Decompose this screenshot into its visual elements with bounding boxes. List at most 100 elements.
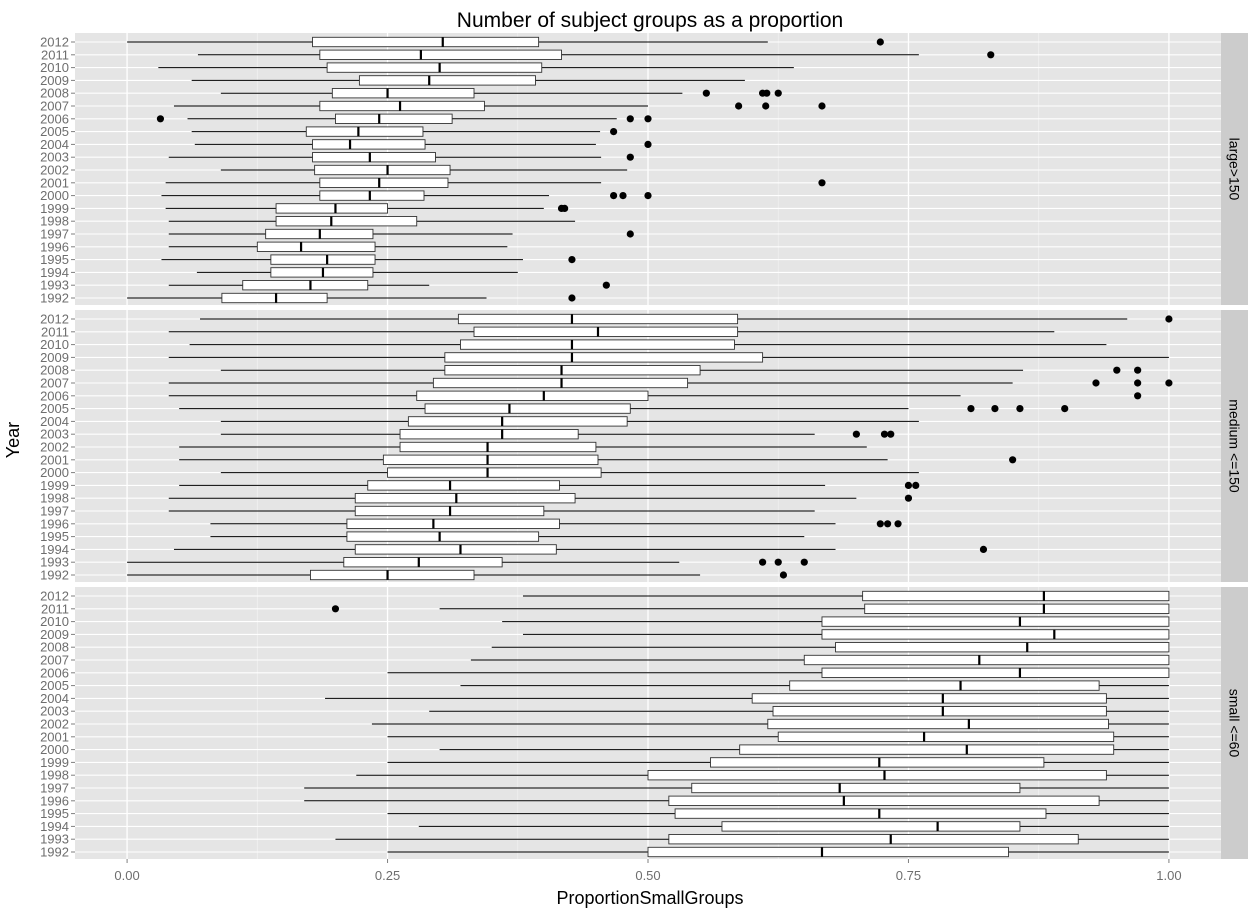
boxplot-1997	[168, 505, 815, 517]
boxplot-1999	[179, 480, 920, 491]
boxplot-1995	[161, 254, 576, 265]
iqr-box	[444, 365, 701, 376]
facet-panel: 2012201120102009200820072006200520042003…	[40, 310, 1248, 583]
x-tick-label: 0.00	[114, 868, 139, 883]
iqr-box	[457, 313, 739, 325]
iqr-box	[473, 326, 739, 337]
iqr-box	[346, 518, 560, 529]
y-tick-label: 1998	[40, 214, 69, 229]
y-tick-label: 2001	[40, 729, 69, 744]
y-tick-label: 2006	[40, 111, 69, 126]
outlier-point	[644, 115, 652, 123]
iqr-box	[691, 782, 1021, 794]
facet-strip	[1221, 587, 1248, 859]
y-tick-label: 2012	[40, 35, 69, 50]
outlier-point	[1165, 315, 1173, 323]
y-tick-label: 1993	[40, 832, 69, 847]
iqr-box	[835, 642, 1170, 653]
iqr-box	[789, 680, 1100, 691]
x-tick-label: 0.75	[896, 868, 921, 883]
iqr-box	[710, 757, 1045, 768]
outlier-point	[894, 520, 902, 528]
iqr-box	[387, 467, 602, 478]
boxplot-2012	[522, 590, 1170, 602]
iqr-box	[721, 821, 1021, 832]
iqr-box	[416, 390, 649, 401]
facet-strip-label: medium <=150	[1227, 399, 1243, 493]
iqr-box	[354, 493, 576, 504]
y-tick-label: 2008	[40, 86, 69, 101]
y-tick-label: 2006	[40, 665, 69, 680]
iqr-box	[424, 403, 631, 414]
y-tick-label: 2011	[41, 47, 69, 62]
outlier-point	[644, 192, 652, 200]
boxplot-2004	[194, 139, 652, 150]
outlier-point	[1061, 405, 1069, 413]
y-tick-label: 2005	[40, 678, 69, 693]
iqr-box	[314, 164, 451, 176]
outlier-point	[568, 294, 576, 302]
outlier-point	[626, 153, 634, 161]
y-tick-label: 2005	[40, 124, 69, 139]
iqr-box	[864, 603, 1170, 614]
y-tick-label: 2004	[40, 691, 69, 706]
boxplot-1993	[168, 280, 610, 291]
y-tick-label: 1997	[40, 504, 69, 519]
boxplot-1996	[210, 518, 902, 529]
y-tick-label: 1999	[40, 201, 69, 216]
y-tick-label: 1995	[40, 252, 69, 267]
iqr-box	[326, 62, 543, 73]
outlier-point	[818, 179, 826, 187]
outlier-point	[602, 281, 610, 289]
boxplot-2000	[439, 744, 1169, 755]
outlier-point	[763, 89, 771, 97]
boxplot-2005	[191, 126, 618, 137]
boxplot-2009	[522, 629, 1170, 640]
y-axis-title: Year	[3, 422, 23, 458]
boxplot-2001	[179, 454, 1017, 465]
boxplot-1997	[304, 782, 1169, 794]
y-tick-label: 1999	[40, 755, 69, 770]
boxplot-1993	[335, 834, 1169, 845]
boxplot-2012	[200, 313, 1173, 325]
outlier-point	[626, 230, 634, 238]
iqr-box	[319, 177, 449, 188]
boxplot-2001	[387, 731, 1169, 742]
facet-strip	[1221, 310, 1248, 582]
y-tick-label: 2010	[40, 60, 69, 75]
iqr-box	[821, 629, 1170, 640]
y-tick-label: 1998	[40, 491, 69, 506]
y-tick-label: 1993	[40, 278, 69, 293]
outlier-point	[156, 115, 165, 123]
iqr-box	[803, 654, 1170, 666]
outlier-point	[762, 102, 770, 110]
outlier-point	[912, 481, 920, 489]
iqr-box	[460, 339, 735, 350]
outlier-point	[779, 571, 788, 579]
outlier-point	[904, 481, 913, 489]
outlier-point	[1165, 379, 1173, 387]
boxplot-2002	[179, 441, 867, 453]
outlier-point	[702, 89, 710, 97]
y-tick-label: 2009	[40, 350, 69, 365]
iqr-box	[862, 590, 1170, 602]
iqr-box	[367, 480, 560, 491]
iqr-box	[275, 203, 388, 214]
y-tick-label: 2002	[40, 440, 69, 455]
outlier-point	[774, 89, 782, 97]
iqr-box	[319, 49, 562, 60]
outlier-point	[568, 256, 576, 264]
facet-strip	[1221, 33, 1248, 305]
y-tick-label: 1994	[40, 819, 69, 834]
iqr-box	[319, 190, 425, 201]
outlier-point	[610, 128, 618, 136]
outlier-point	[1134, 379, 1142, 387]
iqr-box	[772, 706, 1107, 717]
boxplot-2003	[168, 152, 634, 163]
iqr-box	[674, 808, 1047, 819]
y-tick-label: 1996	[40, 516, 69, 531]
boxplot-2009	[168, 352, 1169, 363]
y-tick-label: 2001	[40, 175, 69, 190]
boxplot-2005	[179, 403, 1069, 414]
